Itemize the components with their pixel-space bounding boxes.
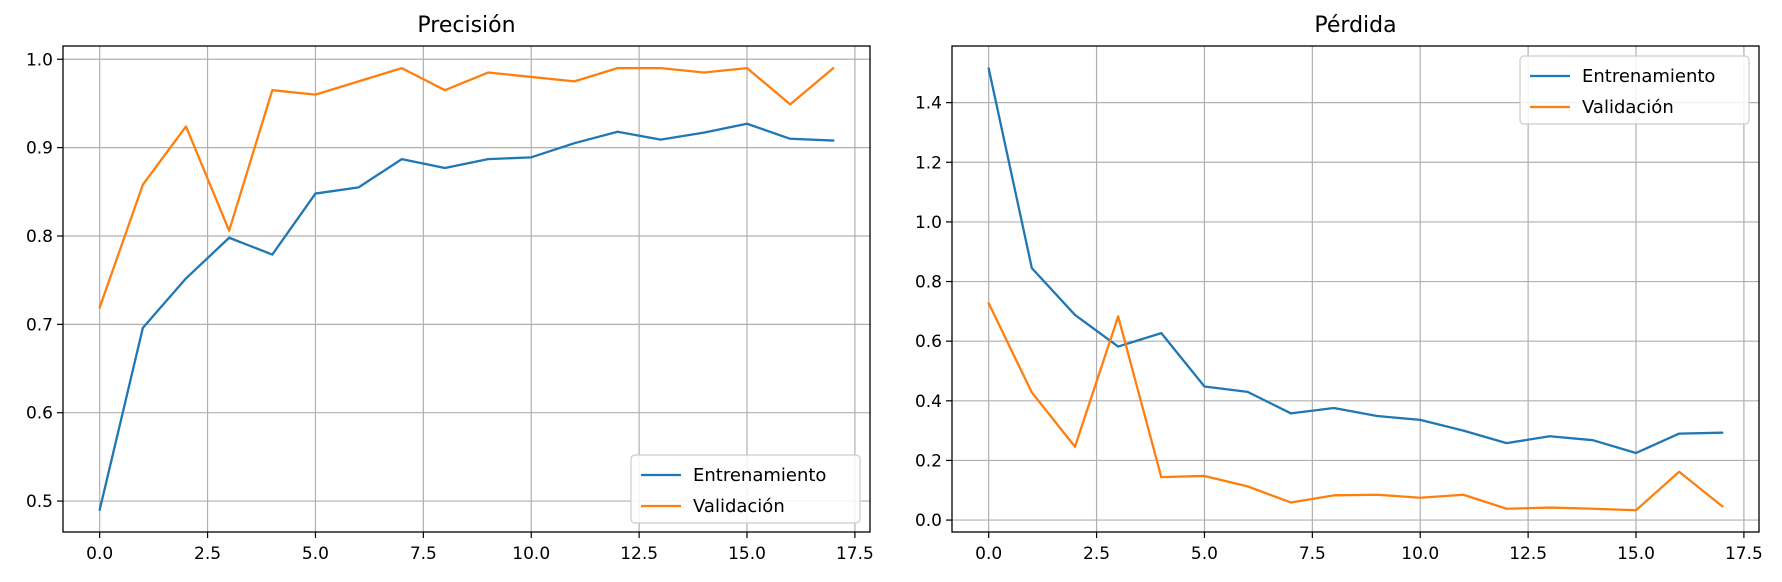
legend-label: Entrenamiento — [1582, 66, 1715, 87]
y-tick-label: 0.5 — [26, 492, 53, 512]
x-tick-label: 0.0 — [86, 544, 113, 564]
y-tick-label: 0.4 — [915, 392, 942, 412]
y-tick-label: 1.0 — [915, 213, 942, 233]
x-tick-label: 10.0 — [1401, 544, 1439, 564]
x-tick-label: 17.5 — [836, 544, 874, 564]
x-tick-label: 2.5 — [1083, 544, 1110, 564]
y-tick-label: 0.2 — [915, 451, 942, 471]
axes-frame — [62, 45, 871, 533]
axes-frame — [951, 45, 1760, 533]
y-tick-label: 0.8 — [26, 227, 53, 247]
series-line-entrenamiento — [987, 67, 1724, 455]
y-tick-label: 0.0 — [915, 511, 942, 531]
y-tick-label: 0.7 — [26, 315, 53, 335]
x-tick-label: 2.5 — [194, 544, 221, 564]
chart-panel-1: 0.0 2.5 5.0 7.5 10.0 12.5 15.0 17.5 0.5 0.6 0.7 0.8… — [26, 13, 874, 564]
y-tick-label: 0.8 — [915, 273, 942, 293]
x-tick-label: 7.5 — [1299, 544, 1326, 564]
series-line-validacion — [98, 66, 835, 309]
y-tick-label: 0.9 — [26, 139, 53, 159]
series-line-validacion — [987, 302, 1724, 512]
chart-title: Pérdida — [1314, 13, 1396, 38]
y-tick-label: 0.6 — [915, 332, 942, 352]
grid — [63, 46, 870, 532]
legend: Entrenamiento Validación — [630, 454, 861, 524]
chart-title: Precisión — [417, 13, 515, 38]
x-tick-label: 12.5 — [1509, 544, 1547, 564]
x-tick-label: 12.5 — [620, 544, 658, 564]
y-tick-label: 0.6 — [26, 404, 53, 424]
legend: Entrenamiento Validación — [1519, 55, 1750, 125]
legend-box — [630, 454, 861, 524]
x-tick-label: 15.0 — [1617, 544, 1655, 564]
chart-panel-2: 0.0 2.5 5.0 7.5 10.0 12.5 15.0 17.5 0.0 0.2 0.4 0.6… — [915, 13, 1763, 564]
x-tick-label: 0.0 — [975, 544, 1002, 564]
x-tick-label: 5.0 — [1191, 544, 1218, 564]
legend-label: Validación — [693, 496, 785, 517]
series-line-entrenamiento — [98, 122, 835, 512]
x-tick-label: 7.5 — [410, 544, 437, 564]
y-tick-label: 1.2 — [915, 153, 942, 173]
x-tick-label: 17.5 — [1725, 544, 1763, 564]
y-tick-label: 1.4 — [915, 94, 942, 114]
x-tick-label: 5.0 — [302, 544, 329, 564]
legend-box — [1519, 55, 1750, 125]
legend-label: Entrenamiento — [693, 465, 826, 486]
grid — [952, 46, 1759, 532]
x-tick-label: 15.0 — [728, 544, 766, 564]
y-tick-label: 1.0 — [26, 50, 53, 70]
legend-label: Validación — [1582, 97, 1674, 118]
x-tick-label: 10.0 — [512, 544, 550, 564]
